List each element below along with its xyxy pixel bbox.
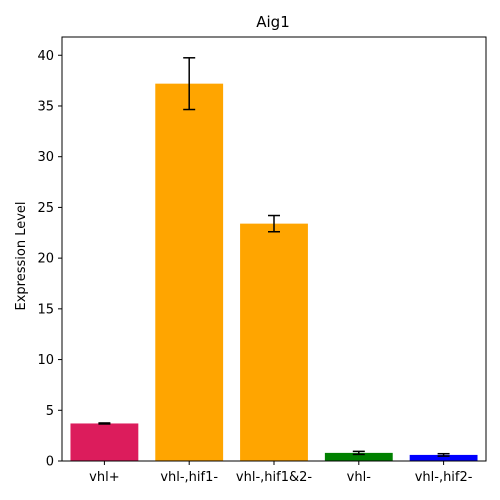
bar-2 [240, 223, 308, 461]
chart-title: Aig1 [256, 13, 290, 31]
y-tick-label-1: 5 [46, 404, 54, 419]
bar-0 [70, 423, 139, 461]
y-tick-label-4: 20 [37, 252, 54, 267]
y-tick-label-5: 25 [37, 201, 54, 216]
x-tick-label-4: vhl-,hif2- [415, 470, 473, 485]
y-axis-label: Expression Level [14, 201, 29, 310]
plot-frame [61, 36, 487, 462]
x-tick-label-1: vhl-,hif1- [160, 470, 218, 485]
x-tick-label-0: vhl+ [89, 470, 119, 485]
y-tick-label-8: 40 [37, 49, 54, 64]
y-tick-label-3: 15 [37, 302, 54, 317]
y-tick-label-7: 35 [37, 99, 54, 114]
bar-3 [324, 452, 393, 461]
x-ticks-group: vhl+ vhl-,hif1- vhl-,hif1&2- vhl-vhl-,hif2- [89, 461, 473, 485]
y-ticks-group: 0 5 10 15 20 25 30 35 40 [37, 49, 62, 470]
bar-4 [409, 454, 478, 461]
y-tick-label-0: 0 [46, 455, 54, 470]
bar-1 [155, 83, 224, 462]
y-tick-label-2: 10 [37, 353, 54, 368]
error-bars-group [98, 57, 450, 457]
x-tick-label-2: vhl-,hif1&2- [236, 470, 312, 485]
x-tick-label-3: vhl- [347, 470, 372, 485]
y-tick-label-6: 30 [37, 150, 54, 165]
bars-group [70, 83, 478, 462]
